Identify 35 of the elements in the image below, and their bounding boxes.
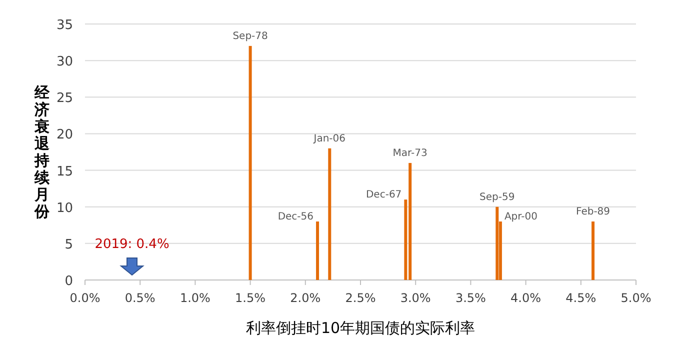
bar bbox=[248, 46, 252, 280]
y-tick-label: 0 bbox=[64, 274, 73, 289]
x-tick-label: 1.5% bbox=[235, 291, 266, 305]
annotation: Feb-89 bbox=[576, 206, 610, 218]
y-tick-label: 10 bbox=[56, 200, 73, 216]
annotation: Sep-59 bbox=[480, 192, 515, 203]
bar bbox=[496, 206, 499, 280]
annotation: 2019: 0.4% bbox=[94, 237, 170, 252]
annotation: Mar-73 bbox=[392, 148, 428, 159]
y-axis-title: 经济衰退持续月份 bbox=[34, 84, 50, 220]
y-tick-label: 35 bbox=[56, 18, 73, 33]
y-tick-label: 20 bbox=[56, 128, 73, 143]
annotation: Apr-00 bbox=[504, 211, 538, 222]
x-tick-label: 2.5% bbox=[345, 291, 376, 305]
bar bbox=[316, 221, 320, 280]
x-tick-label: 5.0% bbox=[620, 291, 652, 305]
bar bbox=[592, 221, 595, 280]
y-tick-label: 25 bbox=[56, 91, 73, 106]
x-tick-label: 3.5% bbox=[455, 291, 486, 305]
x-tick-label: 4.0% bbox=[510, 291, 542, 305]
annotation: Dec-56 bbox=[278, 211, 314, 222]
y-tick-label: 5 bbox=[64, 237, 73, 252]
x-tick-label: 0.5% bbox=[124, 291, 156, 305]
annotation: Sep-78 bbox=[232, 30, 268, 42]
annotation: Dec-67 bbox=[366, 190, 402, 201]
y-tick-label: 30 bbox=[56, 54, 73, 70]
x-tick-label: 2.0% bbox=[290, 291, 321, 305]
x-tick-label: 0.0% bbox=[70, 291, 100, 305]
x-tick-label: 4.5% bbox=[566, 291, 596, 305]
x-tick-label: 1.0% bbox=[180, 291, 210, 305]
x-axis-title: 利率倒挂时10年期国债的实际利率 bbox=[246, 319, 476, 337]
annotation: Jan-06 bbox=[312, 133, 346, 144]
y-tick-label: 15 bbox=[56, 164, 73, 180]
bar bbox=[328, 148, 332, 280]
x-tick-label: 3.0% bbox=[400, 291, 431, 305]
